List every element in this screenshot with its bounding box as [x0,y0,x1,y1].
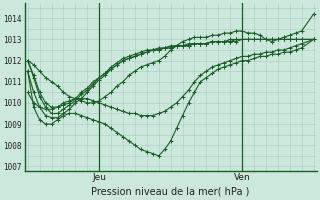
X-axis label: Pression niveau de la mer( hPa ): Pression niveau de la mer( hPa ) [92,187,250,197]
